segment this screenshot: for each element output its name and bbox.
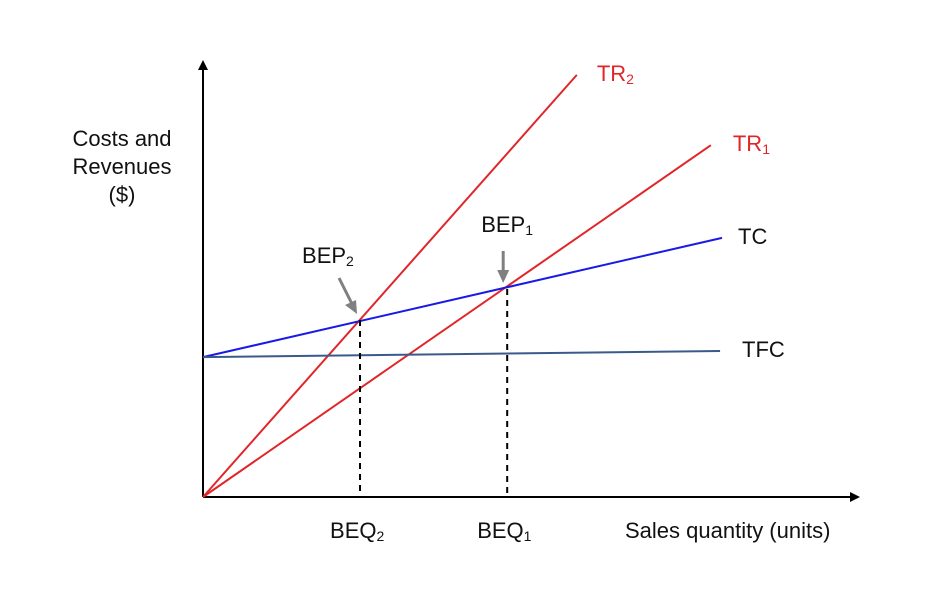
bep-label-bep1: BEP1 [481,211,534,238]
series-line-tr1 [202,144,712,498]
y-label-line: ($) [108,182,136,207]
x-axis-label: Sales quantity (units) [625,518,831,543]
x-tick-label-beq1: BEQ1 [477,518,532,544]
series-label-tfc: TFC [742,337,785,363]
arrow-head-icon [497,269,510,283]
y-label-line: Costs and [72,126,172,151]
series-line-tr2 [202,74,578,498]
series-label-tr2: TR2 [596,60,634,87]
arrow-head-icon [345,300,358,315]
series-line-tc [202,236,723,359]
arrow-icon [337,277,354,305]
y-axis-label: Costs and Revenues ($) [52,125,192,209]
y-label-line: Revenues [72,154,172,179]
series-label-tc: TC [738,223,768,249]
x-tick-label-beq2: BEQ2 [330,518,385,544]
bep-label-bep2: BEP2 [302,243,354,269]
series-line-tfc [202,350,721,359]
series-label-tr1: TR1 [732,131,770,158]
